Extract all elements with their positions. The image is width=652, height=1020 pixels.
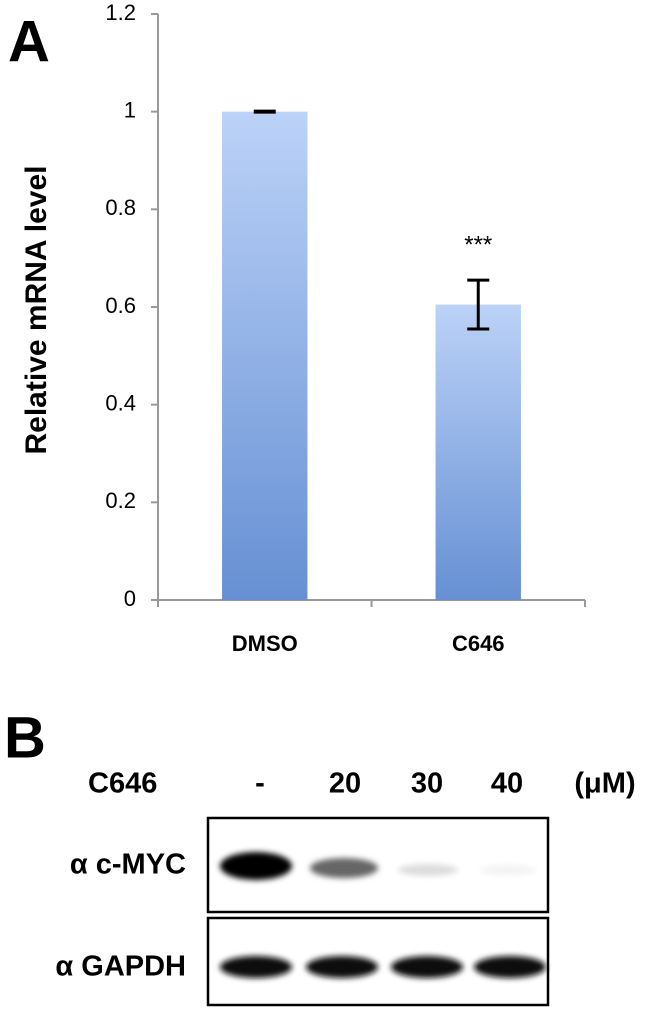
significance: *** — [464, 231, 492, 258]
x-tick-label: DMSO — [232, 631, 298, 656]
y-tick-label: 0.2 — [105, 488, 136, 513]
y-tick-label: 0.4 — [105, 390, 136, 415]
y-tick-label: 0.6 — [105, 293, 136, 318]
error-bar — [467, 278, 490, 331]
row-label: α c-MYC — [70, 849, 186, 881]
lane-label: 30 — [411, 768, 443, 800]
error-bar — [253, 109, 276, 114]
row-label: α GAPDH — [55, 951, 186, 983]
bar — [222, 111, 308, 601]
blot-gapdh — [206, 916, 550, 1007]
y-axis-label: Relative mRNA level — [20, 165, 53, 454]
lane-label: - — [255, 768, 265, 800]
bar — [435, 304, 521, 600]
panel-label: A — [8, 9, 50, 74]
chart: 0 0.2 0.4 0.6 0.8 1 1.2 DMSO C646 *** — [105, 0, 586, 656]
unit-label: (μM) — [574, 768, 635, 800]
x-tick-label: C646 — [452, 631, 505, 656]
panel-label: B — [4, 705, 46, 770]
lane-label: 40 — [491, 768, 523, 800]
y-tick-label: 1 — [124, 97, 136, 122]
y-tick-label: 1.2 — [105, 0, 136, 25]
blot-cmyc — [206, 816, 550, 914]
treatment-label: C646 — [88, 768, 157, 800]
y-tick-label: 0 — [124, 586, 136, 611]
lane-label: 20 — [329, 768, 361, 800]
y-tick-label: 0.8 — [105, 195, 136, 220]
